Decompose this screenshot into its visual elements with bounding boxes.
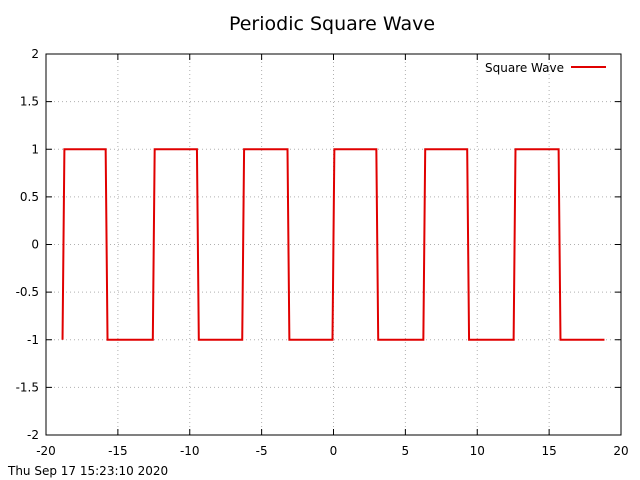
y-tick-label: 0.5 (20, 190, 39, 204)
legend-label: Square Wave (485, 61, 564, 75)
y-tick-label: -0.5 (16, 285, 39, 299)
timestamp: Thu Sep 17 15:23:10 2020 (8, 464, 169, 478)
series-line-square-wave (61, 148, 605, 341)
y-tick-label: -1 (27, 333, 39, 347)
x-tick-label: -20 (36, 444, 56, 458)
x-tick-label: -5 (256, 444, 268, 458)
x-tick-label: 0 (330, 444, 338, 458)
y-tick-label: 0 (31, 238, 39, 252)
x-tick-label: 10 (470, 444, 485, 458)
series-layer (61, 148, 605, 341)
legend: Square Wave (485, 61, 606, 75)
x-tick-label: -10 (180, 444, 200, 458)
y-tick-label: -2 (27, 428, 39, 442)
y-tick-label: 1 (31, 142, 39, 156)
x-tick-label: 15 (541, 444, 556, 458)
y-tick-label: -1.5 (16, 380, 39, 394)
y-tick-label: 2 (31, 47, 39, 61)
x-tick-label: 5 (402, 444, 410, 458)
x-tick-label: -15 (108, 444, 128, 458)
x-tick-label: 20 (613, 444, 628, 458)
y-tick-label: 1.5 (20, 95, 39, 109)
ticks: -20 -15 -10 -5 0 5 10 15 20 -2 -1.5 -1 -0.5 0 0.5 1 1.5 2 (16, 47, 629, 458)
chart-title: Periodic Square Wave (229, 13, 435, 35)
